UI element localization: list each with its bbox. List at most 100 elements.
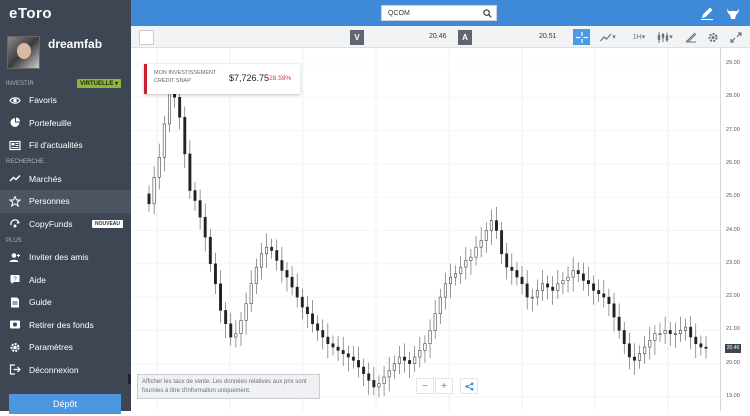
candle[interactable] — [382, 376, 386, 384]
candle[interactable] — [157, 156, 161, 178]
buy-button[interactable]: A — [458, 30, 472, 45]
candle[interactable] — [464, 260, 468, 268]
sidebar-item-guide[interactable]: Guide — [0, 291, 131, 314]
candle[interactable] — [592, 283, 596, 291]
candle[interactable] — [403, 356, 406, 361]
fullscreen-button[interactable] — [729, 29, 743, 45]
candle[interactable] — [280, 260, 284, 271]
candle[interactable] — [321, 330, 325, 338]
candle[interactable] — [556, 283, 560, 291]
candle[interactable] — [581, 273, 585, 281]
candle[interactable] — [408, 360, 412, 364]
candle[interactable] — [229, 323, 233, 338]
drawing-tool[interactable] — [684, 29, 698, 45]
candle[interactable] — [224, 310, 228, 324]
username[interactable]: dreamfab — [48, 37, 103, 51]
chart-type-dropdown[interactable]: ▾ — [654, 29, 676, 45]
candle[interactable] — [254, 266, 258, 285]
candle[interactable] — [213, 263, 217, 285]
candle[interactable] — [525, 283, 529, 298]
candle[interactable] — [147, 193, 151, 205]
candle[interactable] — [597, 290, 601, 295]
candle[interactable] — [678, 330, 682, 334]
candle[interactable] — [423, 343, 427, 351]
candle[interactable] — [300, 296, 304, 308]
candle[interactable] — [571, 270, 575, 278]
user-profile[interactable]: dreamfab — [0, 26, 131, 78]
sidebar-item-retirer-fonds[interactable]: Retirer des fonds — [0, 314, 131, 337]
candle[interactable] — [418, 350, 422, 358]
candle[interactable] — [489, 220, 493, 231]
candle[interactable] — [449, 276, 452, 285]
sidebar-item-fil-actualites[interactable]: Fil d'actualités — [0, 134, 131, 157]
candle[interactable] — [357, 360, 360, 368]
candle[interactable] — [433, 313, 437, 331]
candle[interactable] — [311, 313, 314, 324]
portfolio-summary[interactable]: MON INVESTISSEMENT CRÉDIT SNAP $7,726.75… — [144, 64, 300, 94]
search-input[interactable]: QCOM — [381, 5, 497, 21]
candle[interactable] — [316, 323, 320, 331]
sidebar-item-aide[interactable]: ? Aide — [0, 269, 131, 292]
timeframe-dropdown[interactable]: 1H ▾ — [632, 33, 646, 42]
candle[interactable] — [326, 336, 330, 344]
candle[interactable] — [454, 273, 458, 278]
candle[interactable] — [183, 117, 187, 155]
candle[interactable] — [643, 346, 647, 354]
candle[interactable] — [689, 326, 693, 338]
sidebar-item-copyfunds[interactable]: CopyFunds NOUVEAU — [0, 213, 131, 236]
sidebar-item-deconnexion[interactable]: Déconnexion — [0, 359, 131, 382]
candle[interactable] — [275, 250, 279, 261]
candle[interactable] — [469, 256, 473, 261]
candle[interactable] — [295, 286, 299, 298]
candle[interactable] — [587, 280, 590, 285]
etoro-logo[interactable]: eToro — [9, 4, 53, 22]
candle[interactable] — [351, 356, 355, 361]
sidebar-item-marches[interactable]: Marchés — [0, 168, 131, 191]
candle[interactable] — [566, 276, 570, 281]
candle[interactable] — [305, 306, 309, 314]
depot-button[interactable]: Dépôt — [9, 394, 121, 414]
candle[interactable] — [699, 343, 703, 348]
candle[interactable] — [673, 333, 677, 335]
candle[interactable] — [607, 296, 611, 305]
candle[interactable] — [438, 296, 442, 315]
candle[interactable] — [372, 380, 376, 388]
candle[interactable] — [367, 373, 371, 381]
indicators-tool[interactable]: ▾ — [598, 29, 618, 45]
candle[interactable] — [694, 336, 698, 344]
candle[interactable] — [658, 333, 662, 335]
candle[interactable] — [561, 280, 565, 285]
candle[interactable] — [331, 343, 335, 348]
candle[interactable] — [684, 326, 688, 331]
sidebar-item-personnes[interactable]: Personnes — [0, 190, 131, 213]
candle[interactable] — [397, 356, 401, 364]
candle[interactable] — [515, 270, 519, 278]
candle[interactable] — [249, 283, 253, 305]
candle[interactable] — [602, 293, 606, 298]
candle[interactable] — [162, 123, 166, 158]
candle[interactable] — [346, 353, 350, 358]
candle[interactable] — [617, 316, 621, 331]
price-chart[interactable]: 29.00 28.00 27.00 26.00 25.00 24.00 23.00 22.00… — [131, 48, 750, 411]
candle[interactable] — [259, 253, 263, 268]
candle[interactable] — [198, 200, 202, 218]
candle[interactable] — [653, 333, 657, 341]
candle[interactable] — [704, 346, 708, 349]
candle[interactable] — [638, 353, 642, 361]
candle[interactable] — [336, 346, 340, 351]
sidebar-scrollbar[interactable] — [128, 374, 131, 384]
bull-icon[interactable] — [725, 5, 741, 21]
candle[interactable] — [459, 266, 463, 275]
candle[interactable] — [193, 190, 197, 201]
instrument-logo-box[interactable] — [139, 30, 154, 45]
crosshair-tool[interactable] — [573, 29, 590, 45]
candle[interactable] — [413, 356, 417, 364]
candle[interactable] — [520, 276, 524, 285]
candle[interactable] — [627, 343, 631, 358]
share-button[interactable] — [460, 378, 478, 394]
candle[interactable] — [203, 216, 207, 238]
search-icon[interactable] — [483, 9, 492, 18]
virtual-mode-dropdown[interactable]: VIRTUELLE ▾ — [76, 79, 121, 88]
candlestick-plot[interactable] — [131, 48, 720, 411]
candle[interactable] — [668, 330, 672, 334]
